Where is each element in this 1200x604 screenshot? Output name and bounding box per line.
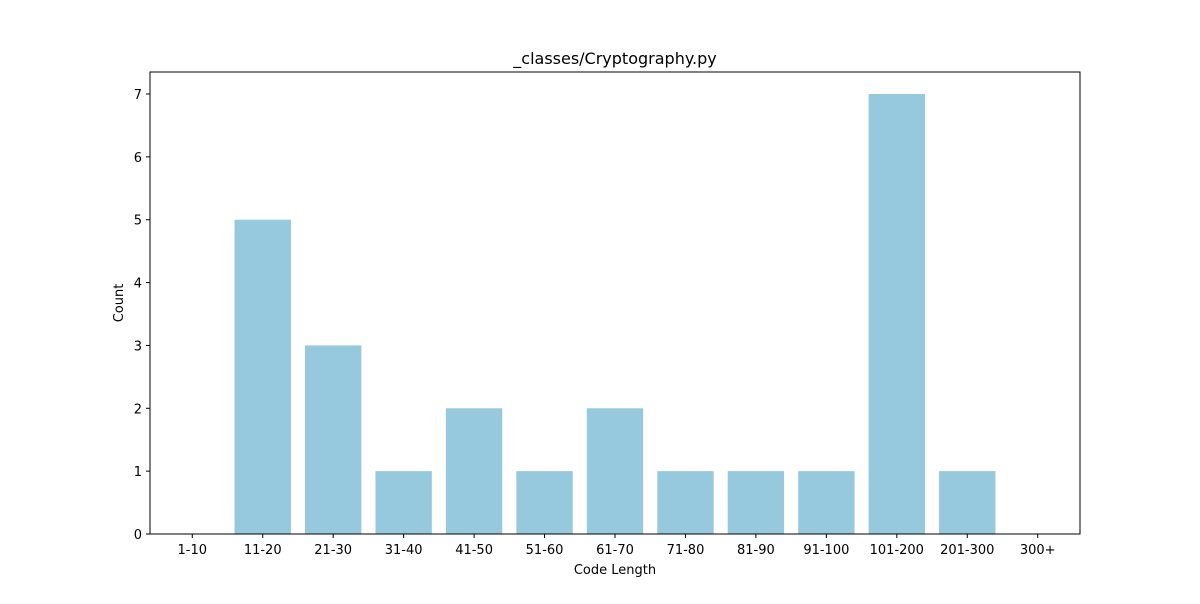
bars-layer: [234, 94, 996, 534]
x-tick-label: 61-70: [596, 543, 634, 558]
x-tick-label: 201-300: [940, 543, 994, 558]
x-axis-ticks: 1-10 11-20 21-30 31-40 41-50 51-60 61-70 71-80 8…: [178, 534, 1056, 558]
y-tick-label: 0: [134, 528, 142, 543]
bar-31-40: [375, 471, 432, 534]
x-tick-label: 41-50: [455, 543, 493, 558]
bar-81-90: [727, 471, 785, 534]
bar-41-50: [445, 408, 503, 534]
x-tick-label: 300+: [1020, 543, 1056, 558]
x-tick-label: 91-100: [803, 543, 849, 558]
x-axis-label: Code Length: [574, 563, 656, 578]
bar-101-200: [868, 94, 925, 534]
bar-61-70: [586, 408, 644, 534]
y-tick-label: 3: [134, 339, 142, 354]
y-tick-label: 5: [134, 214, 142, 229]
x-tick-label: 1-10: [178, 543, 208, 558]
chart-title: _classes/Cryptography.py: [512, 49, 716, 69]
y-axis-ticks: 0 1 2 3 4 5 6 7: [134, 88, 150, 543]
x-tick-label: 71-80: [667, 543, 705, 558]
x-tick-label: 31-40: [385, 543, 423, 558]
bar-51-60: [516, 471, 573, 534]
bar-21-30: [305, 345, 362, 534]
x-tick-label: 11-20: [244, 543, 282, 558]
plot-frame: [149, 71, 1081, 535]
x-tick-label: 101-200: [870, 543, 924, 558]
y-tick-label: 1: [134, 465, 142, 480]
y-tick-label: 4: [134, 277, 142, 292]
y-tick-label: 6: [134, 151, 142, 166]
x-tick-label: 21-30: [314, 543, 352, 558]
bar-201-300: [939, 471, 996, 534]
bar-71-80: [657, 471, 714, 534]
bar-11-20: [234, 219, 291, 534]
x-tick-label: 81-90: [737, 543, 775, 558]
y-tick-label: 7: [134, 88, 142, 103]
x-tick-label: 51-60: [526, 543, 564, 558]
bar-91-100: [798, 471, 855, 534]
y-axis-label: Count: [112, 284, 127, 323]
y-tick-label: 2: [134, 402, 142, 417]
